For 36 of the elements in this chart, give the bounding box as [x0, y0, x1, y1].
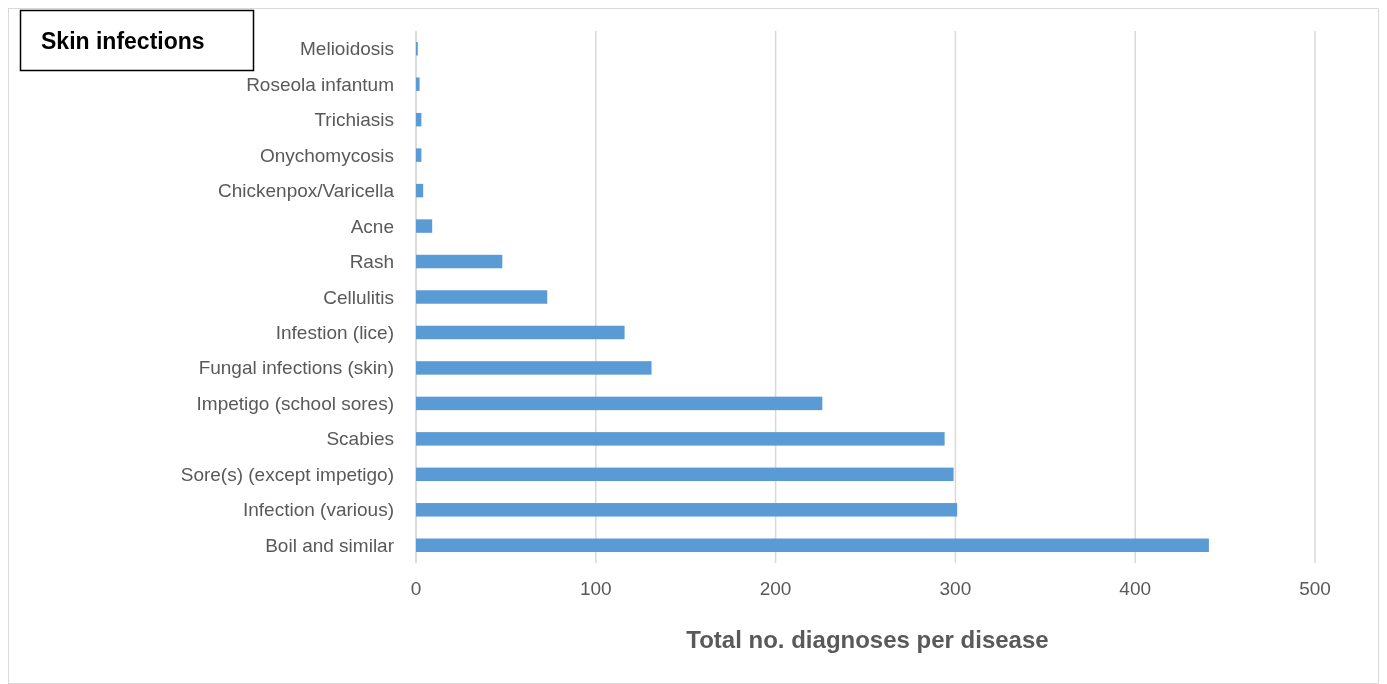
y-tick-label: Scabies: [326, 428, 394, 450]
bar: [416, 538, 1209, 553]
bar: [416, 148, 422, 162]
x-tick-label: 300: [939, 578, 972, 599]
y-tick-label: Infection (various): [242, 499, 394, 521]
bar: [416, 503, 958, 517]
text: Skin infections: [41, 28, 205, 54]
bar: [416, 183, 424, 198]
y-tick-label: Fungal infections (skin): [198, 357, 394, 379]
bar: [416, 290, 548, 304]
y-tick-label: Onychomycosis: [259, 144, 394, 166]
y-tick-label: Cellulitis: [323, 286, 394, 308]
y-tick-label: Trichiasis: [314, 109, 394, 131]
y-tick-label: Sore(s) (except impetigo): [180, 463, 394, 485]
x-axis-title: Total no. diagnoses per disease: [686, 626, 1049, 653]
x-tick-label: 0: [410, 578, 422, 599]
x-tick-label: 200: [759, 578, 792, 599]
y-tick-label: Impetigo (school sores): [196, 392, 394, 414]
bar: [416, 77, 420, 91]
bar: [416, 361, 652, 375]
y-tick-label: Chickenpox/Varicella: [217, 180, 395, 202]
y-tick-label: Acne: [350, 215, 394, 237]
y-tick-label: Roseola infantum: [246, 73, 394, 95]
x-tick-label: 100: [579, 578, 612, 599]
bar: [416, 432, 945, 446]
bar: [416, 467, 954, 482]
x-tick-label: 400: [1119, 578, 1152, 599]
y-tick-label: Boil and similar: [265, 534, 395, 556]
bar: [416, 325, 625, 340]
x-tick-label: 500: [1299, 578, 1331, 599]
y-tick-label: Rash: [349, 251, 394, 273]
y-tick-label: Infestion (lice): [275, 321, 394, 343]
bar: [416, 396, 823, 411]
bar: [416, 254, 503, 269]
y-tick-label: Melioidosis: [300, 38, 394, 60]
bar: [416, 219, 433, 233]
